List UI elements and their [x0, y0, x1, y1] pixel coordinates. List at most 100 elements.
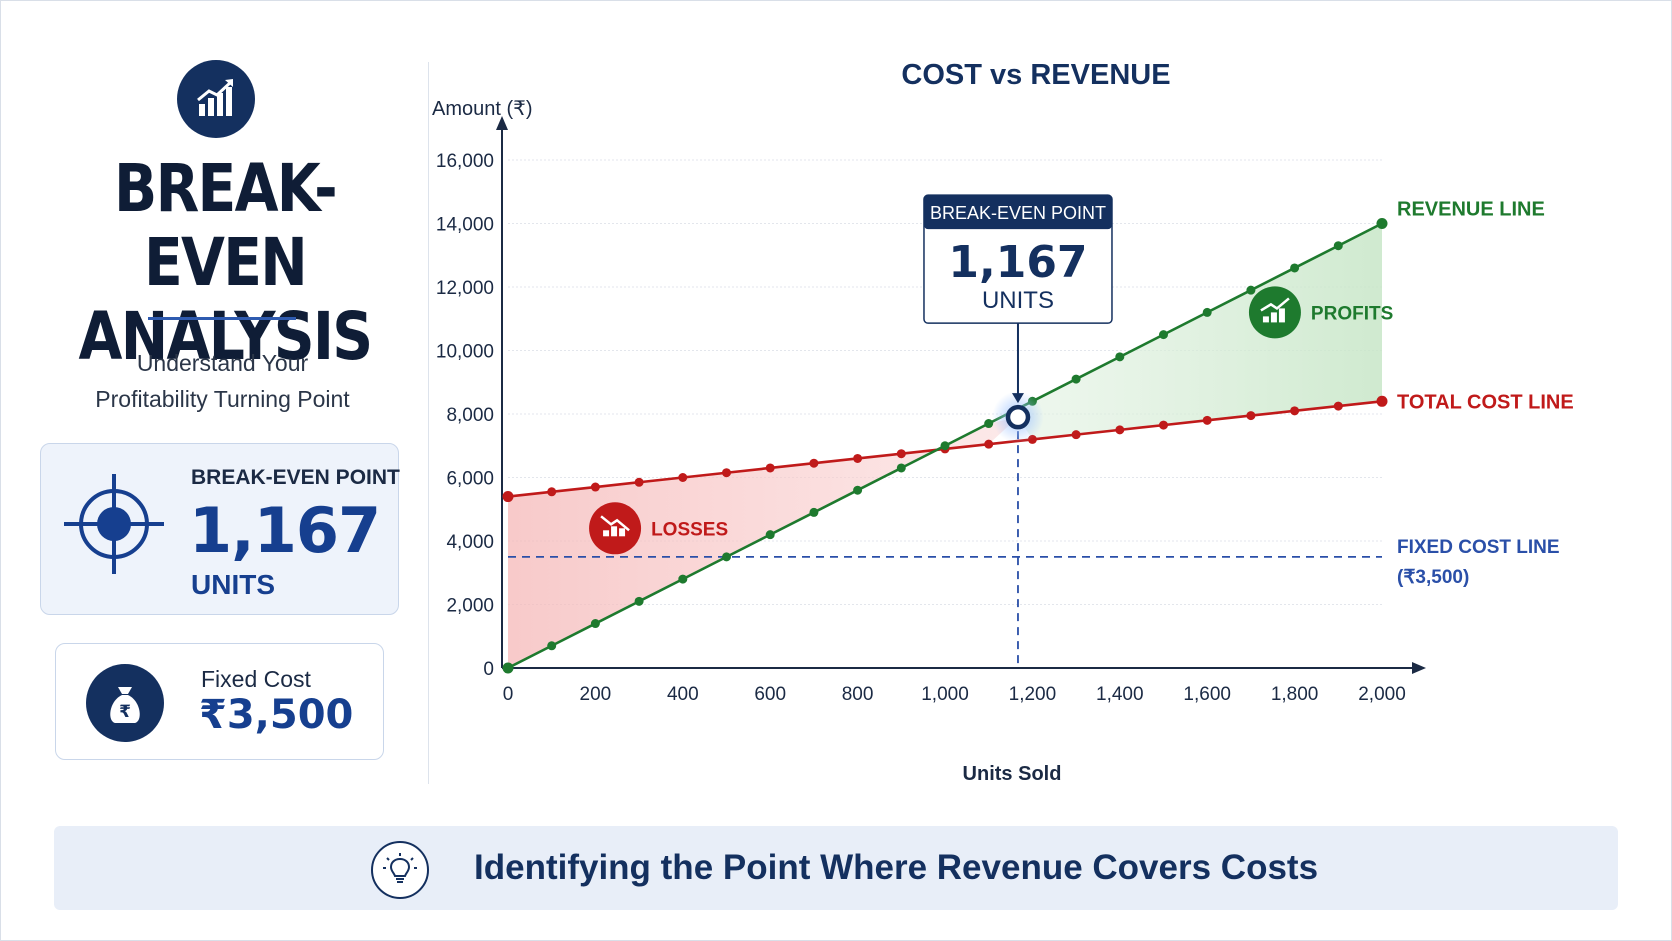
revenue-point — [1290, 263, 1300, 273]
panel-divider — [428, 62, 429, 784]
profits-icon-bar — [1270, 312, 1277, 323]
x-axis-arrow — [1412, 662, 1426, 674]
cost-point — [1071, 430, 1081, 440]
losses-icon-bar — [603, 530, 610, 537]
profits-label: PROFITS — [1311, 303, 1393, 324]
fixed-cost-value: ₹3,500 — [199, 692, 354, 738]
revenue-point — [1159, 330, 1168, 340]
revenue-point — [853, 485, 863, 495]
subtitle: Understand Your Profitability Turning Po… — [60, 345, 385, 417]
footer-text: Identifying the Point Where Revenue Cove… — [474, 848, 1319, 887]
fixed-cost-card: ₹ Fixed Cost ₹3,500 — [55, 643, 384, 760]
subtitle-line-2: Profitability Turning Point — [95, 386, 350, 412]
cost-point — [547, 487, 557, 497]
revenue-point — [1115, 352, 1125, 362]
y-tick-label: 0 — [483, 659, 494, 680]
title-underline — [148, 317, 296, 320]
break-even-unit: UNITS — [191, 569, 275, 600]
revenue-point — [634, 596, 644, 606]
losses-label: LOSSES — [651, 519, 728, 540]
break-even-callout-value: 1,167 — [948, 237, 1087, 288]
revenue-point — [502, 662, 514, 674]
cost-revenue-chart: COST vs REVENUE Amount (₹) Units Sold 0 2… — [432, 59, 1574, 785]
fixed-cost-label: Fixed Cost — [201, 666, 311, 692]
fixed-cost-line-label: FIXED COST LINE — [1397, 537, 1560, 558]
y-axis-arrow — [496, 116, 508, 130]
cost-point — [896, 449, 906, 459]
revenue-point — [547, 641, 557, 651]
cost-point — [502, 491, 514, 503]
cost-point — [1376, 395, 1388, 407]
axes — [496, 116, 1426, 674]
x-tick-label: 2,000 — [1358, 684, 1406, 705]
chart-growth-icon — [177, 60, 255, 138]
revenue-point — [1071, 374, 1081, 384]
cost-point — [634, 477, 644, 487]
revenue-point — [590, 619, 600, 629]
y-tick-label: 4,000 — [446, 532, 494, 553]
lightbulb-icon — [371, 841, 429, 899]
break-even-callout-header — [923, 195, 1112, 230]
total-cost-line-label: TOTAL COST LINE — [1397, 391, 1574, 413]
cost-point — [722, 468, 731, 478]
chart-title: COST vs REVENUE — [901, 59, 1170, 91]
y-tick-label: 6,000 — [446, 469, 494, 490]
y-tick-label: 16,000 — [436, 151, 494, 172]
losses-icon-bar — [619, 528, 626, 537]
cost-point — [678, 473, 688, 482]
revenue-point — [1202, 307, 1212, 317]
cost-point — [1202, 415, 1212, 425]
revenue-point — [678, 574, 688, 584]
break-even-marker — [1005, 404, 1031, 430]
callout-arrow-head — [1011, 393, 1024, 404]
x-tick-label: 1,200 — [1009, 684, 1057, 705]
svg-text:₹: ₹ — [119, 702, 131, 722]
x-axis-label: Units Sold — [963, 763, 1062, 785]
revenue-line-label: REVENUE LINE — [1397, 199, 1545, 221]
revenue-point — [1246, 285, 1256, 295]
cost-point — [809, 458, 819, 468]
grid-lines — [508, 159, 1382, 605]
revenue-point — [722, 552, 731, 562]
y-tick-label: 12,000 — [436, 278, 494, 299]
cost-point — [1115, 425, 1125, 435]
break-even-callout-title: BREAK-EVEN POINT — [930, 203, 1106, 223]
break-even-card: BREAK-EVEN POINT 1,167 UNITS — [40, 443, 400, 615]
x-tick-label: 400 — [667, 684, 699, 705]
left-panel: BREAK-EVEN ANALYSIS Understand Your Prof… — [0, 0, 430, 800]
cost-point — [765, 463, 775, 473]
cost-point — [984, 439, 994, 449]
x-tick-label: 600 — [754, 684, 786, 705]
cost-point — [853, 453, 863, 463]
profits-icon-bar — [1278, 308, 1285, 323]
revenue-point — [940, 441, 950, 451]
page-title: BREAK-EVEN ANALYSIS — [49, 152, 402, 374]
subtitle-line-1: Understand Your — [136, 350, 309, 376]
y-axis-label: Amount (₹) — [432, 98, 533, 120]
revenue-point — [896, 463, 906, 473]
fixed-cost-value-label: (₹3,500) — [1397, 567, 1469, 588]
target-icon — [59, 469, 169, 584]
x-tick-label: 1,600 — [1183, 684, 1231, 705]
y-tick-label: 14,000 — [436, 215, 494, 236]
break-even-callout-unit: UNITS — [982, 287, 1054, 314]
losses-icon-arrow — [600, 515, 630, 532]
cost-point — [590, 482, 600, 492]
revenue-point — [809, 507, 819, 517]
break-even-label: BREAK-EVEN POINT — [191, 466, 400, 489]
revenue-point — [984, 419, 994, 429]
profits-area — [1017, 223, 1382, 440]
y-tick-label: 2,000 — [446, 596, 494, 617]
revenue-point — [1333, 241, 1343, 251]
money-bag-icon: ₹ — [86, 664, 164, 742]
footer-banner: Identifying the Point Where Revenue Cove… — [54, 826, 1618, 910]
fixed-cost-line-group: FIXED COST LINE (₹3,500) — [508, 417, 1560, 668]
title-line-1: BREAK-EVEN — [114, 150, 338, 301]
revenue-point — [1376, 218, 1388, 229]
cost-point — [1333, 401, 1343, 411]
x-tick-label: 1,800 — [1271, 684, 1319, 705]
title-line-2: ANALYSIS — [78, 298, 374, 375]
y-tick-label: 10,000 — [436, 342, 494, 363]
revenue-point — [765, 530, 775, 540]
